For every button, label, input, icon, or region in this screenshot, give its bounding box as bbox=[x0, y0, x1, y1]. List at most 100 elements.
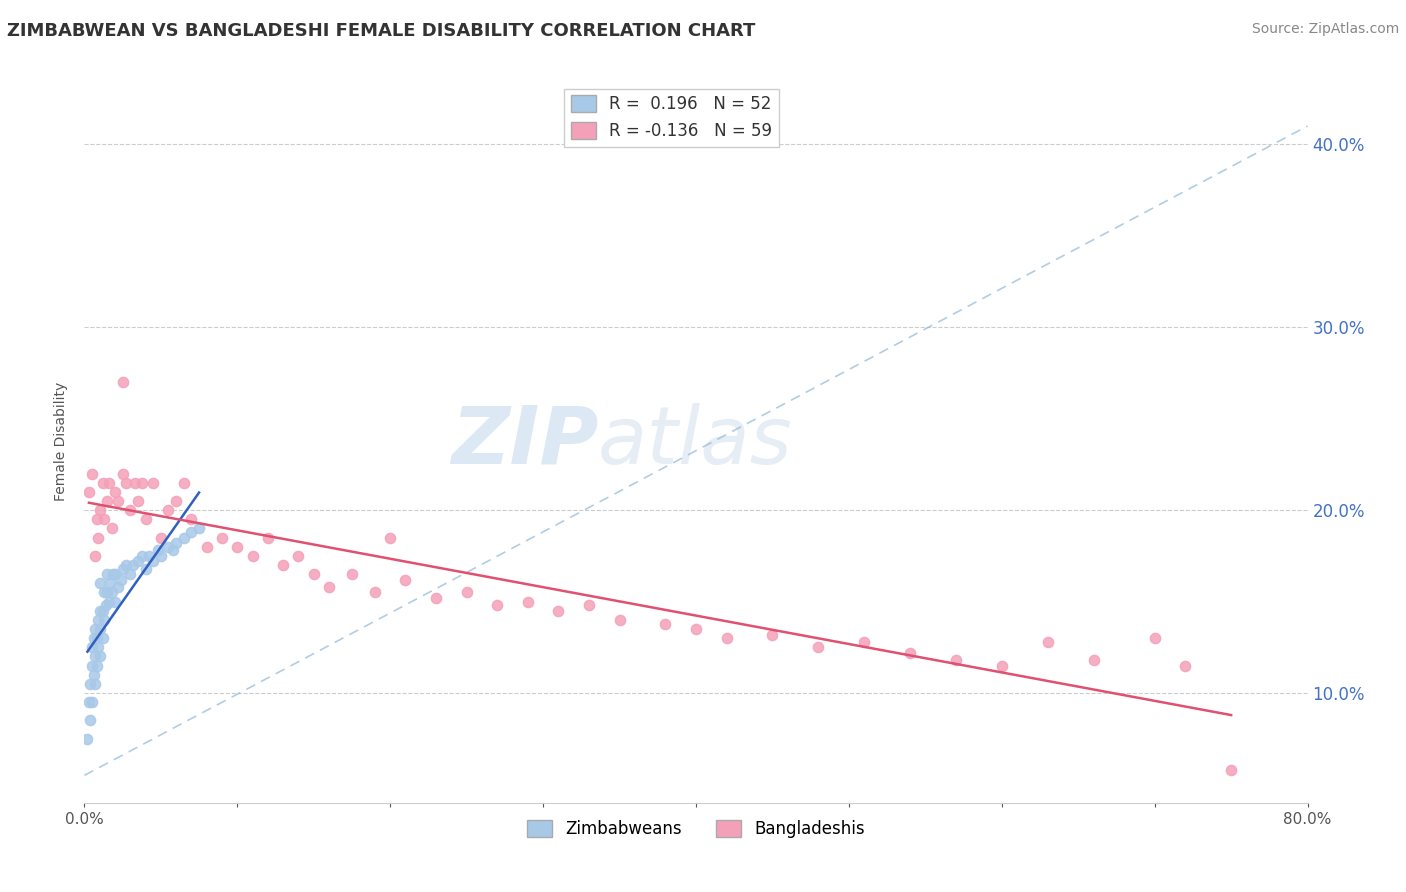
Point bbox=[131, 475, 153, 490]
Point bbox=[654, 616, 676, 631]
Point bbox=[425, 591, 447, 605]
Point bbox=[364, 585, 387, 599]
Point bbox=[1083, 653, 1105, 667]
Point bbox=[131, 549, 153, 563]
Point bbox=[84, 677, 107, 691]
Point bbox=[807, 640, 830, 655]
Point bbox=[97, 475, 120, 490]
Point bbox=[93, 585, 115, 599]
Point bbox=[84, 622, 107, 636]
Point bbox=[96, 494, 118, 508]
Point bbox=[162, 543, 184, 558]
Text: ZIMBABWEAN VS BANGLADESHI FEMALE DISABILITY CORRELATION CHART: ZIMBABWEAN VS BANGLADESHI FEMALE DISABIL… bbox=[7, 22, 755, 40]
Point bbox=[685, 622, 707, 636]
Point bbox=[180, 525, 202, 540]
Point bbox=[195, 540, 218, 554]
Point bbox=[111, 562, 134, 576]
Point bbox=[107, 580, 129, 594]
Point bbox=[93, 613, 115, 627]
Point bbox=[157, 540, 180, 554]
Point bbox=[149, 531, 172, 545]
Point bbox=[173, 475, 195, 490]
Point bbox=[110, 573, 132, 587]
Point bbox=[242, 549, 264, 563]
Point bbox=[120, 503, 142, 517]
Point bbox=[80, 467, 103, 481]
Point bbox=[142, 475, 165, 490]
Point bbox=[80, 658, 103, 673]
Point bbox=[146, 543, 169, 558]
Point bbox=[103, 567, 125, 582]
Point bbox=[124, 475, 146, 490]
Point bbox=[107, 494, 129, 508]
Point bbox=[394, 573, 416, 587]
Point bbox=[101, 585, 124, 599]
Point bbox=[165, 536, 187, 550]
Text: atlas: atlas bbox=[598, 402, 793, 481]
Point bbox=[138, 549, 160, 563]
Point bbox=[456, 585, 478, 599]
Point bbox=[94, 599, 117, 613]
Point bbox=[761, 627, 783, 641]
Point bbox=[173, 531, 195, 545]
Point bbox=[104, 484, 127, 499]
Point bbox=[991, 658, 1014, 673]
Point bbox=[84, 649, 107, 664]
Point bbox=[1143, 631, 1166, 645]
Point bbox=[80, 640, 103, 655]
Point bbox=[135, 562, 157, 576]
Point bbox=[898, 646, 921, 660]
Point bbox=[91, 631, 114, 645]
Text: ZIP: ZIP bbox=[451, 402, 598, 481]
Point bbox=[111, 467, 134, 481]
Point bbox=[80, 695, 103, 709]
Point bbox=[91, 604, 114, 618]
Point bbox=[111, 375, 134, 389]
Legend: Zimbabweans, Bangladeshis: Zimbabweans, Bangladeshis bbox=[520, 814, 872, 845]
Point bbox=[86, 631, 108, 645]
Point bbox=[211, 531, 233, 545]
Point bbox=[149, 549, 172, 563]
Point bbox=[89, 649, 111, 664]
Point bbox=[340, 567, 363, 582]
Point bbox=[380, 531, 402, 545]
Point bbox=[96, 567, 118, 582]
Point bbox=[1174, 658, 1197, 673]
Point bbox=[127, 554, 149, 568]
Point bbox=[89, 604, 111, 618]
Point bbox=[89, 622, 111, 636]
Point bbox=[77, 484, 100, 499]
Point bbox=[96, 585, 118, 599]
Point bbox=[945, 653, 967, 667]
Point bbox=[104, 594, 127, 608]
Point bbox=[93, 512, 115, 526]
Point bbox=[83, 667, 105, 681]
Point bbox=[97, 594, 120, 608]
Point bbox=[91, 475, 114, 490]
Point bbox=[271, 558, 294, 572]
Point bbox=[716, 631, 738, 645]
Point bbox=[547, 604, 569, 618]
Point bbox=[104, 567, 127, 582]
Point bbox=[609, 613, 631, 627]
Point bbox=[318, 580, 340, 594]
Point bbox=[486, 599, 509, 613]
Point bbox=[157, 503, 180, 517]
Point bbox=[87, 613, 110, 627]
Point bbox=[180, 512, 202, 526]
Point bbox=[1036, 635, 1059, 649]
Point bbox=[165, 494, 187, 508]
Point bbox=[135, 512, 157, 526]
Point bbox=[98, 576, 121, 591]
Point bbox=[578, 599, 600, 613]
Point bbox=[89, 576, 111, 591]
Point bbox=[142, 554, 165, 568]
Point bbox=[302, 567, 325, 582]
Point bbox=[84, 549, 107, 563]
Point bbox=[257, 531, 280, 545]
Point bbox=[87, 531, 110, 545]
Point bbox=[120, 567, 142, 582]
Point bbox=[89, 503, 111, 517]
Point bbox=[86, 658, 108, 673]
Point bbox=[1220, 763, 1243, 777]
